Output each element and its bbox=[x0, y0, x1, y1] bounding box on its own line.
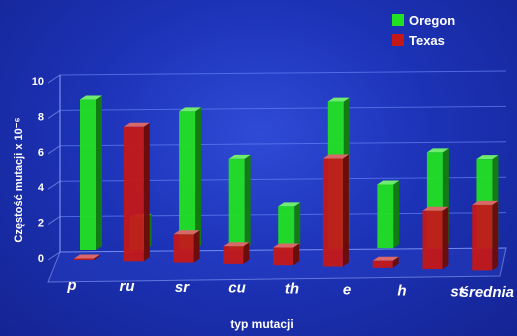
legend-label-oregon: Oregon bbox=[409, 13, 455, 28]
gridline-edge bbox=[47, 145, 61, 155]
x-axis-label: typ mutacji bbox=[230, 317, 293, 331]
legend-label-texas: Texas bbox=[409, 33, 445, 48]
bar-texas bbox=[422, 206, 449, 270]
gridline bbox=[59, 70, 507, 76]
bar-texas bbox=[372, 256, 399, 268]
bar-texas bbox=[173, 230, 200, 263]
bar-oregon bbox=[377, 180, 400, 249]
y-tick-label: 8 bbox=[38, 111, 44, 123]
x-tick-label: ru bbox=[120, 278, 135, 295]
x-tick-label: średnia bbox=[461, 284, 514, 301]
x-tick-label: st bbox=[450, 283, 464, 300]
x-tick-label: th bbox=[285, 281, 299, 298]
x-tick-label: sr bbox=[175, 279, 190, 296]
y-axis-ticks: 0 2 4 6 8 10 bbox=[32, 76, 45, 265]
x-tick-label: e bbox=[343, 282, 351, 299]
bars bbox=[74, 95, 499, 271]
y-tick-label: 4 bbox=[38, 182, 45, 194]
gridline bbox=[59, 105, 507, 111]
bar-oregon bbox=[228, 154, 251, 250]
y-tick-label: 2 bbox=[38, 218, 44, 230]
bar-texas bbox=[322, 154, 349, 267]
legend-swatch-oregon bbox=[392, 14, 404, 26]
gridline-edge bbox=[47, 109, 61, 119]
bar-texas bbox=[273, 243, 300, 266]
legend: Oregon Texas bbox=[392, 13, 455, 48]
gridline-edge bbox=[47, 74, 61, 84]
bar-texas bbox=[472, 200, 499, 271]
y-tick-label: 10 bbox=[32, 76, 44, 88]
y-axis-label: Częstość mutacji x 10⁻⁶ bbox=[13, 117, 25, 242]
gridline-edge bbox=[47, 251, 61, 261]
legend-swatch-texas bbox=[392, 34, 404, 46]
x-tick-label: p bbox=[66, 277, 76, 294]
gridline-edge bbox=[47, 216, 61, 226]
gridline-edge bbox=[47, 180, 61, 190]
x-tick-label: cu bbox=[228, 280, 246, 297]
bar-oregon bbox=[80, 95, 102, 250]
bar-oregon bbox=[278, 202, 301, 249]
bar-texas bbox=[123, 122, 150, 262]
bar-texas bbox=[74, 254, 100, 260]
x-tick-label: h bbox=[397, 282, 406, 299]
y-tick-label: 6 bbox=[38, 147, 44, 159]
bar-texas bbox=[223, 242, 250, 264]
y-tick-label: 0 bbox=[38, 253, 44, 265]
bar-oregon bbox=[179, 107, 202, 250]
